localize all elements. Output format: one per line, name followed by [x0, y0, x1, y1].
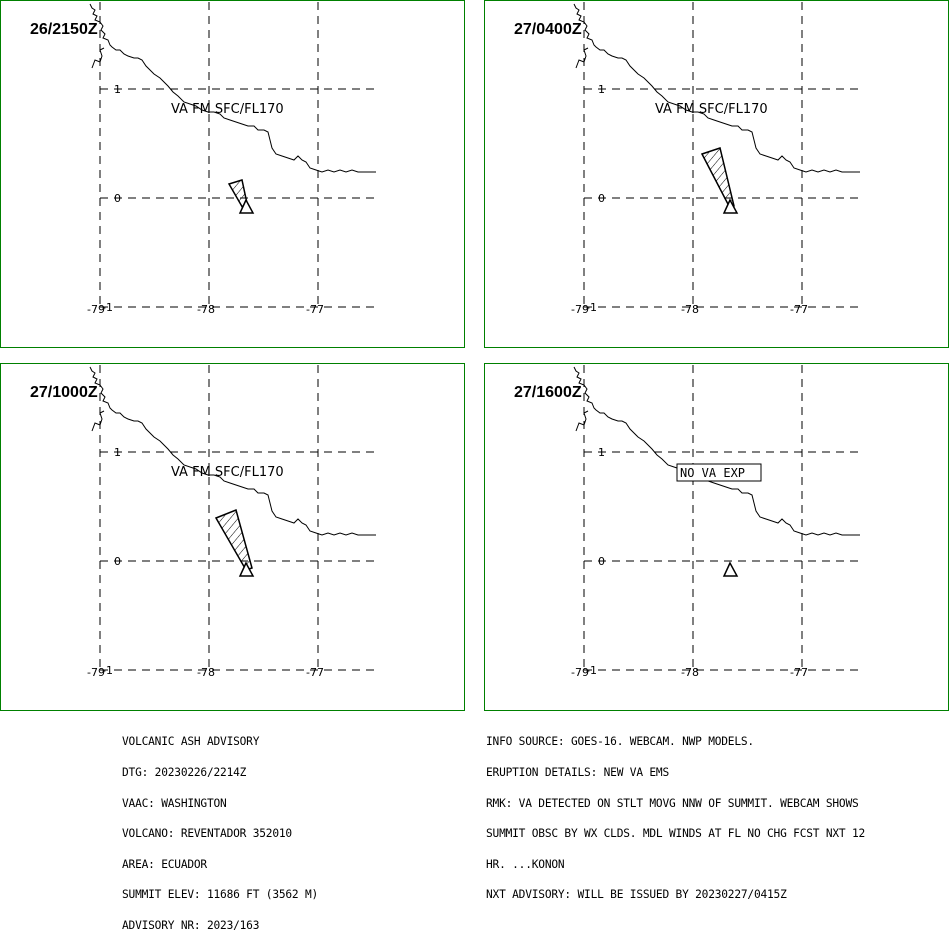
coastline	[89, 366, 376, 536]
advisory-header-block: VOLCANIC ASH ADVISORY DTG: 20230226/2214…	[122, 717, 318, 941]
forecast-map: 1 0 -1-79 -78 -77 27/0400Z VA FM SFC/FL170	[484, 0, 949, 348]
forecast-map: 1 0 -1-79 -78 -77 27/1000Z VA FM SFC/FL170	[0, 363, 465, 711]
coastline-inlet	[575, 47, 589, 69]
latitude-tick-label: 0	[114, 555, 121, 568]
volcano-icon	[238, 198, 255, 214]
forecast-panel-2: 1 0 -1 -79 -78 -77 27/0400Z VA FM SFC/FL170	[484, 0, 949, 348]
forecast-time: 27/1600Z	[514, 384, 582, 401]
ash-plume-polygon	[700, 147, 735, 210]
coastline	[573, 366, 860, 536]
ash-label: VA FM SFC/FL170	[171, 465, 284, 480]
volcano-icon	[722, 198, 739, 214]
forecast-panel-1: 1 0 -1 -79 -78 -77 26/2150Z VA FM SFC/FL170	[0, 0, 465, 348]
map-frame	[484, 363, 949, 711]
map-frame	[0, 363, 465, 711]
coastline-inlet	[91, 47, 105, 69]
latitude-tick-label: 0	[598, 555, 605, 568]
info-source: INFO SOURCE: GOES-16. WEBCAM. NWP MODELS…	[486, 735, 754, 749]
forecast-time: 26/2150Z	[30, 21, 98, 38]
longitude-tick-label: -78	[197, 303, 215, 316]
latitude-tick-label: -1	[586, 664, 597, 677]
latitude-tick-label: 1	[598, 83, 605, 96]
latitude-tick-label: 1	[114, 446, 121, 459]
remarks-line-1: RMK: VA DETECTED ON STLT MOVG NNW OF SUM…	[486, 796, 859, 810]
ash-label: NO VA EXP	[680, 466, 745, 480]
map-frame	[0, 0, 465, 348]
longitude-tick-label: -77	[306, 303, 324, 316]
no-ash-label-box	[676, 463, 762, 482]
forecast-time: 27/1000Z	[30, 384, 98, 401]
ash-plume-polygon	[214, 508, 253, 571]
forecast-map: 1 0 -1-79 -78 -77 27/1600Z NO VA EXP	[484, 363, 949, 711]
latitude-tick-label: 1	[114, 83, 121, 96]
longitude-tick-label: -79	[571, 666, 589, 679]
coastline-inlet	[91, 410, 105, 432]
advisory-remarks-block: INFO SOURCE: GOES-16. WEBCAM. NWP MODELS…	[486, 717, 865, 911]
forecast-time: 27/0400Z	[514, 21, 582, 38]
volcano-icon	[238, 561, 255, 577]
remarks-line-2: SUMMIT OBSC BY WX CLDS. MDL WINDS AT FL …	[486, 827, 866, 841]
volcano-icon	[722, 561, 739, 577]
next-advisory: NXT ADVISORY: WILL BE ISSUED BY 20230227…	[486, 888, 787, 902]
coastline	[89, 3, 376, 173]
advisory-title: VOLCANIC ASH ADVISORY	[122, 735, 260, 749]
longitude-tick-label: -78	[681, 666, 699, 679]
forecast-panel-3: 1 0 -1 -79 -78 -77 27/1000Z VA FM SFC/FL170	[0, 363, 465, 711]
latitude-tick-label: 0	[114, 192, 121, 205]
longitude-tick-label: -78	[681, 303, 699, 316]
latitude-tick-label: 1	[598, 446, 605, 459]
latitude-tick-label: -1	[102, 301, 113, 314]
ash-label: VA FM SFC/FL170	[655, 102, 768, 117]
longitude-tick-label: -79	[571, 303, 589, 316]
forecast-panel-4: 1 0 -1 -79 -78 -77 27/1600Z NO VA EXP	[484, 363, 949, 711]
advisory-number: ADVISORY NR: 2023/163	[122, 918, 260, 932]
longitude-tick-label: -77	[790, 303, 808, 316]
longitude-tick-label: -79	[87, 666, 105, 679]
advisory-dtg: DTG: 20230226/2214Z	[122, 766, 247, 779]
remarks-line-3: HR. ...KONON	[486, 857, 565, 871]
longitude-tick-label: -77	[306, 666, 324, 679]
map-frame	[484, 0, 949, 348]
advisory-vaac: VAAC: WASHINGTON	[122, 796, 227, 810]
latitude-tick-label: -1	[586, 301, 597, 314]
latitude-tick-label: 0	[598, 192, 605, 205]
coastline	[573, 3, 860, 173]
longitude-tick-label: -77	[790, 666, 808, 679]
eruption-details: ERUPTION DETAILS: NEW VA EMS	[486, 766, 669, 779]
advisory-volcano: VOLCANO: REVENTADOR 352010	[122, 827, 292, 841]
advisory-summit-elev: SUMMIT ELEV: 11686 FT (3562 M)	[122, 888, 319, 902]
coastline-inlet	[575, 410, 589, 432]
ash-label: VA FM SFC/FL170	[171, 102, 284, 117]
longitude-tick-label: -78	[197, 666, 215, 679]
latitude-tick-label: -1	[102, 664, 113, 677]
forecast-map: 1 0 -1-79 -78 -77 26/2150Z VA FM SFC/FL170	[0, 0, 465, 348]
longitude-tick-label: -79	[87, 303, 105, 316]
advisory-area: AREA: ECUADOR	[122, 857, 207, 871]
